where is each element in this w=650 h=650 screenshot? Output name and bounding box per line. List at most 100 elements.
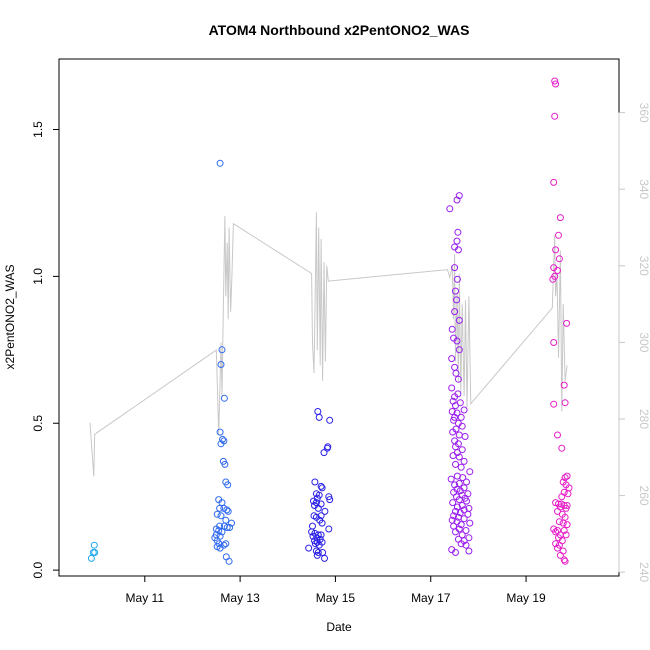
data-point [453, 275, 461, 283]
data-point [447, 475, 455, 483]
data-point [554, 267, 561, 274]
data-point [452, 549, 459, 556]
data-point [561, 474, 569, 482]
data-point [452, 507, 459, 515]
data-point [560, 556, 568, 564]
x-tick-label: May 11 [126, 591, 165, 605]
series-2 [211, 159, 235, 565]
data-point [555, 231, 562, 239]
y-tick-label: 1.5 [31, 121, 45, 138]
x-axis-label: Date [326, 620, 352, 634]
data-point [313, 551, 321, 559]
data-point [446, 205, 454, 213]
data-point [224, 481, 232, 489]
data-point [309, 532, 317, 540]
series-3 [305, 408, 334, 562]
data-point [563, 319, 571, 327]
data-point [318, 519, 326, 527]
y2-tick-label: 260 [637, 486, 650, 506]
data-point [452, 460, 459, 468]
series-5 [549, 77, 573, 565]
data-point [314, 408, 322, 415]
data-point [455, 316, 463, 324]
data-point [217, 440, 225, 448]
data-point [448, 408, 456, 415]
x-tick-label: May 13 [220, 591, 260, 605]
data-point [549, 275, 557, 283]
data-point [449, 499, 457, 507]
data-point [308, 528, 316, 536]
data-point [325, 493, 333, 501]
data-point [556, 214, 564, 222]
data-point [560, 527, 568, 534]
data-point [91, 549, 99, 556]
data-point [455, 431, 463, 439]
data-point [448, 325, 456, 333]
y2-tick-label: 360 [637, 103, 650, 123]
data-point [563, 472, 571, 480]
data-point [223, 524, 231, 531]
data-point [457, 521, 465, 529]
data-point [305, 544, 313, 552]
data-point [466, 468, 474, 476]
data-point [453, 337, 461, 345]
data-point [462, 541, 470, 549]
data-point [450, 522, 458, 530]
data-point [559, 547, 567, 555]
y2-tick-label: 300 [637, 332, 650, 352]
data-point [218, 528, 226, 536]
data-point [457, 540, 465, 548]
data-point [559, 519, 567, 527]
y2-tick-label: 280 [637, 409, 650, 429]
data-point [312, 547, 320, 555]
data-points-layer [87, 77, 573, 565]
y-tick-label: 0.0 [31, 561, 45, 578]
data-point [464, 490, 472, 498]
data-point [216, 159, 224, 167]
data-point [452, 287, 459, 295]
data-point [455, 453, 463, 461]
data-point [452, 369, 460, 377]
data-point [456, 509, 464, 517]
data-point [449, 452, 457, 460]
data-point [218, 346, 226, 354]
data-point [555, 518, 563, 526]
data-point [552, 246, 560, 254]
data-point [556, 551, 564, 559]
plot-area-frame [58, 58, 620, 577]
data-point [457, 463, 465, 471]
data-point [318, 484, 326, 492]
data-point [554, 431, 561, 439]
y-axis-label: x2PentONO2_WAS [3, 265, 17, 370]
x-tick-label: May 17 [411, 591, 451, 605]
data-point [321, 507, 329, 515]
data-point [454, 246, 462, 254]
data-point [453, 196, 461, 204]
data-point [452, 528, 459, 536]
data-point [326, 416, 334, 424]
data-point [225, 557, 233, 565]
data-point [459, 474, 467, 482]
y2-tick-label: 320 [637, 256, 650, 276]
data-point [451, 264, 459, 272]
data-point [309, 522, 316, 530]
data-point [321, 554, 328, 562]
data-point [220, 394, 228, 402]
data-point [213, 510, 221, 518]
data-point [562, 531, 570, 539]
data-point [317, 512, 325, 520]
data-point [453, 296, 460, 304]
data-point [561, 557, 569, 565]
data-point [555, 255, 563, 263]
data-point [90, 541, 98, 549]
data-point [222, 540, 230, 548]
y2-tick-label: 240 [637, 562, 650, 582]
series-1 [87, 541, 99, 562]
data-point [563, 521, 571, 529]
data-point [317, 482, 325, 490]
data-point [551, 77, 559, 85]
data-point [455, 480, 463, 487]
data-point [87, 554, 95, 562]
data-point [452, 402, 459, 410]
